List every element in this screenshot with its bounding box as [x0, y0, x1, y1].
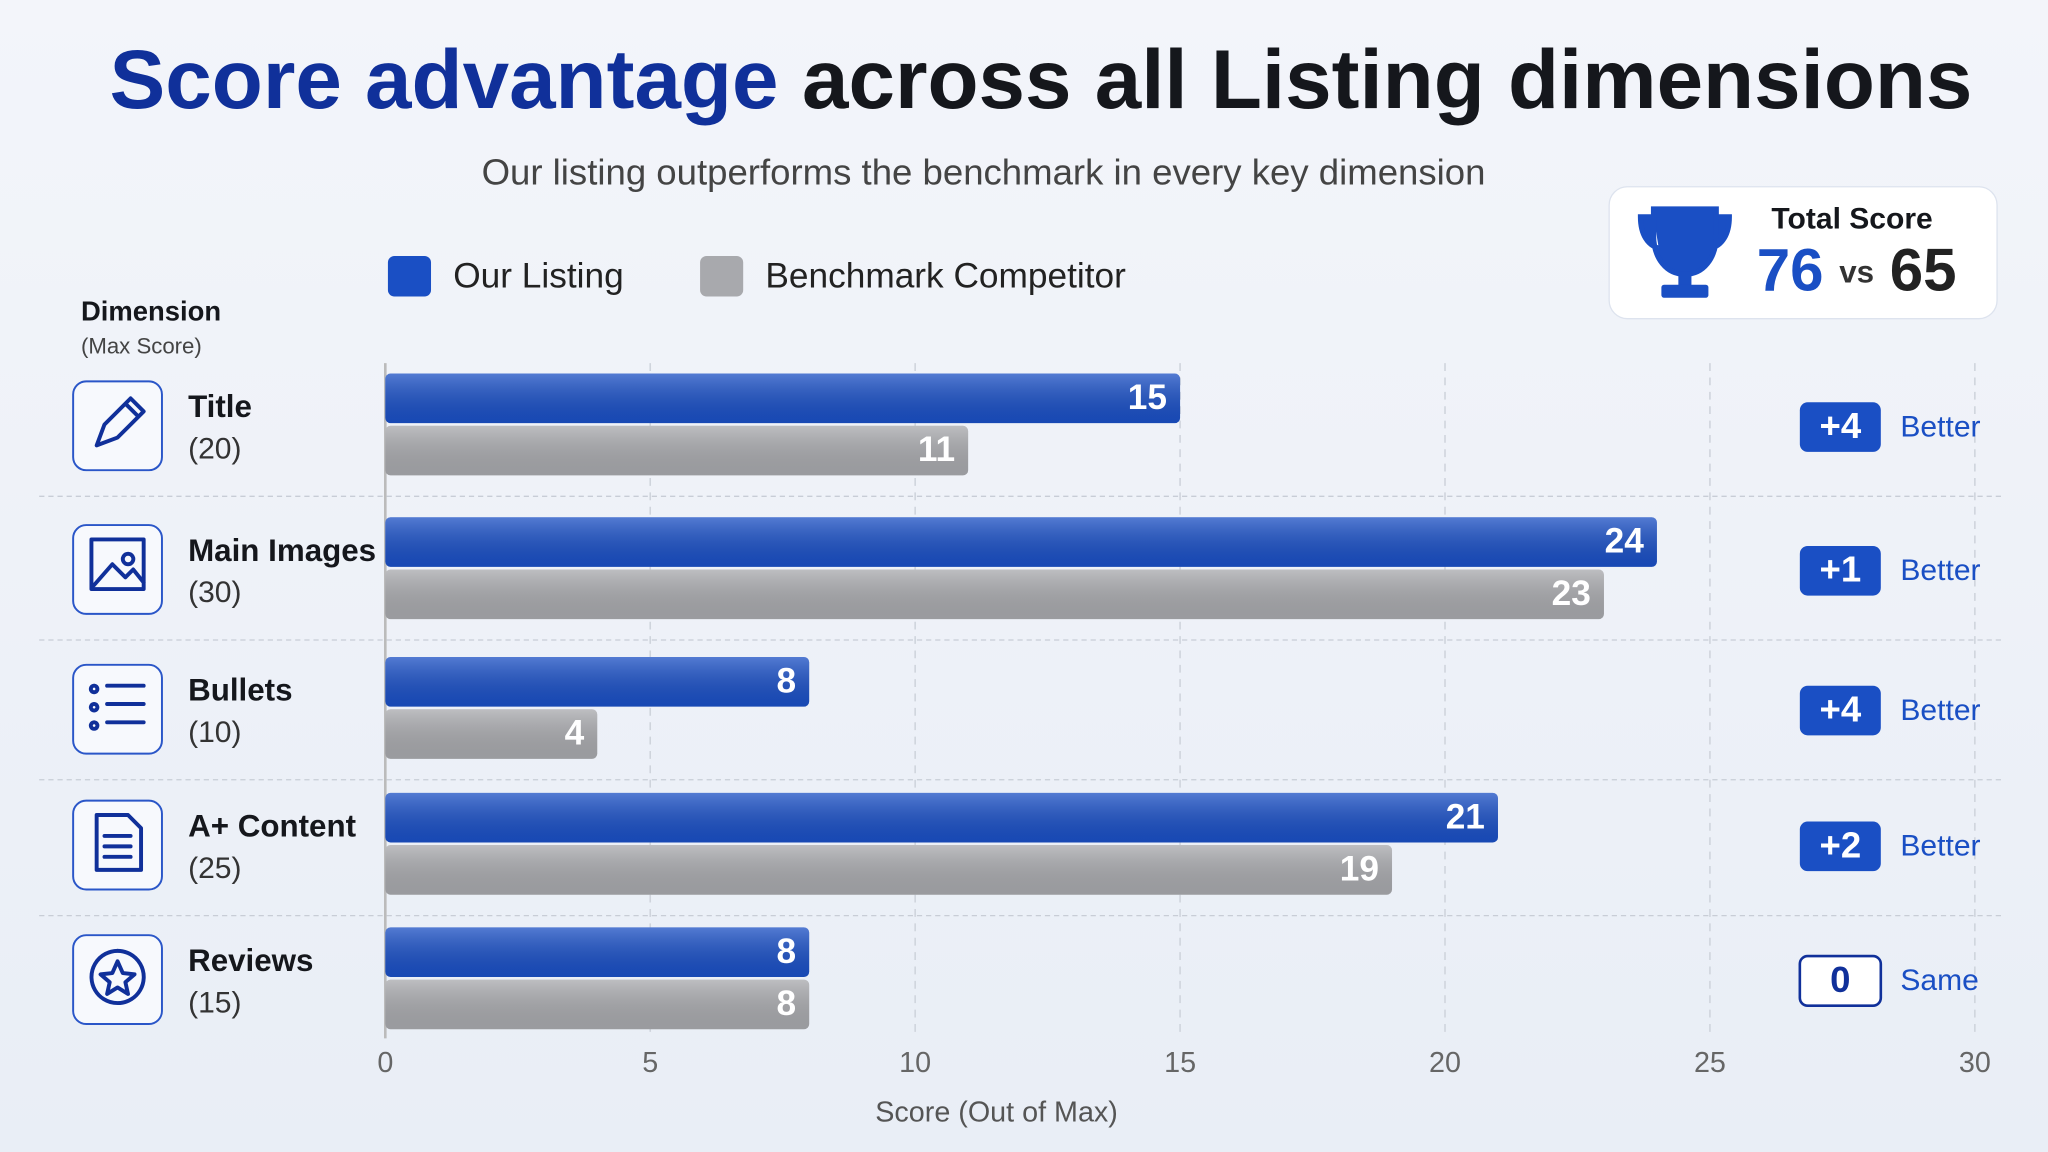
bar-shade	[385, 569, 1604, 620]
x-tick-label: 15	[1164, 1047, 1196, 1079]
x-tick-label: 25	[1694, 1047, 1726, 1079]
x-axis-label: Score (Out of Max)	[875, 1097, 1118, 1129]
badge-label: +4	[1819, 405, 1861, 446]
max-label: (15)	[188, 986, 241, 1019]
badge-label: +2	[1819, 824, 1861, 865]
value-label: 15	[1128, 378, 1167, 417]
total-benchmark: 65	[1890, 236, 1957, 303]
value-label: 8	[777, 661, 797, 700]
max-label: (25)	[188, 852, 241, 885]
icon-box	[72, 934, 163, 1025]
badge	[1799, 545, 1881, 596]
max-label: (10)	[188, 716, 241, 749]
badge	[1799, 685, 1881, 736]
badge-label: +1	[1819, 549, 1861, 590]
badge-verdict: Better	[1900, 410, 1980, 443]
title-highlight: Score advantage	[110, 32, 779, 126]
bar-shade	[385, 979, 810, 1030]
category-subheader: (Max Score)	[81, 333, 202, 358]
legend-swatch	[700, 256, 744, 297]
legend-label: Our Listing	[453, 257, 623, 296]
icon	[89, 948, 146, 1005]
bar-shade	[385, 927, 810, 977]
category-label: Bullets	[188, 673, 292, 708]
subtitle: Our listing outperforms the benchmark in…	[482, 152, 1486, 193]
x-tick-label: 30	[1959, 1047, 1991, 1079]
x-tick-label: 20	[1429, 1047, 1461, 1079]
bar-shade	[385, 425, 969, 476]
legend-swatch	[387, 256, 432, 297]
bar-shade	[385, 656, 810, 707]
category-header: Dimension	[81, 296, 221, 327]
badge-verdict: Better	[1900, 694, 1980, 727]
category-label: Main Images	[188, 533, 376, 568]
x-tick-label: 10	[899, 1047, 931, 1079]
bar-shade	[385, 373, 1181, 424]
badge-verdict: Better	[1900, 830, 1980, 863]
bar-shade	[385, 845, 1393, 895]
value-label: 23	[1552, 574, 1591, 613]
max-label: (20)	[188, 433, 241, 466]
badge-label: +4	[1819, 688, 1861, 729]
trophy-icon	[1637, 206, 1732, 277]
total-values: 76 vs 65	[1757, 236, 1957, 303]
value-label: 21	[1446, 797, 1485, 836]
trophy-base	[1661, 284, 1709, 298]
category-label: A+ Content	[188, 808, 357, 843]
value-label: 24	[1605, 522, 1645, 561]
total-vs: vs	[1839, 255, 1874, 290]
total-card: Total Score 76 vs 65	[1608, 186, 1998, 320]
icon	[94, 396, 146, 448]
badge-label: 0	[1830, 959, 1850, 1000]
category-label: Title	[188, 389, 252, 424]
icon-box	[72, 663, 163, 755]
trophy-stem	[1678, 271, 1692, 288]
value-label: 8	[777, 984, 797, 1023]
icon	[89, 537, 146, 592]
bar-shade	[385, 792, 1498, 843]
value-label: 8	[777, 932, 797, 971]
legend-label: Benchmark Competitor	[765, 257, 1126, 296]
bar-shade	[385, 709, 598, 759]
badge-verdict: Same	[1900, 964, 1978, 997]
max-label: (30)	[188, 576, 241, 609]
icon	[94, 813, 144, 872]
total-ours: 76	[1757, 236, 1824, 303]
category-label: Reviews	[188, 943, 313, 978]
bar-shade	[385, 517, 1657, 567]
total-label: Total Score	[1771, 203, 1932, 236]
title-rest: across all Listing dimensions	[802, 32, 1972, 126]
badge	[1799, 821, 1881, 872]
x-tick-label: 5	[642, 1047, 658, 1079]
badge	[1798, 954, 1883, 1008]
value-label: 4	[565, 714, 585, 753]
badge-verdict: Better	[1900, 554, 1980, 587]
icon-box	[72, 380, 163, 472]
x-tick-label: 0	[377, 1047, 393, 1079]
value-label: 11	[918, 430, 955, 469]
badge	[1799, 402, 1881, 452]
chart-title: Score advantage across all Listing dimens…	[110, 32, 1973, 126]
value-label: 19	[1340, 849, 1379, 888]
icon	[88, 683, 146, 731]
